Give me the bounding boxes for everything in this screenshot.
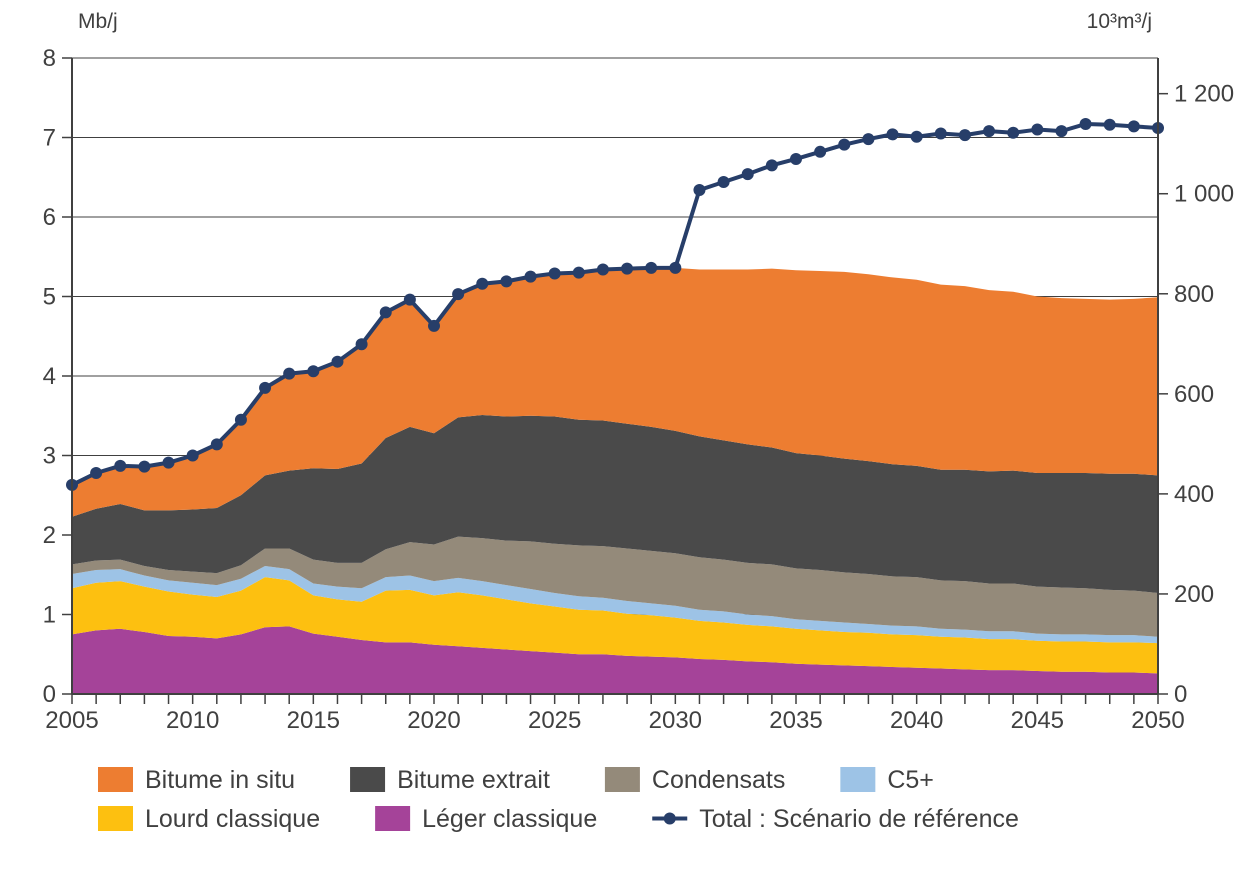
oil-production-chart: 2005201020152020202520302035204020452050… xyxy=(0,0,1236,872)
marker-total_reference xyxy=(742,168,754,180)
legend-swatch-bitume_extrait xyxy=(350,767,385,792)
y-right-tick-label: 400 xyxy=(1174,481,1214,508)
marker-total_reference xyxy=(163,457,175,469)
x-tick-label: 2015 xyxy=(287,707,340,734)
y-left-tick-label: 5 xyxy=(43,284,56,311)
marker-total_reference xyxy=(935,128,947,140)
marker-total_reference xyxy=(525,271,537,283)
marker-total_reference xyxy=(331,356,343,368)
y-left-tick-label: 3 xyxy=(43,443,56,470)
marker-total_reference xyxy=(766,159,778,171)
y-right-tick-label: 1 000 xyxy=(1174,181,1234,208)
x-tick-label: 2030 xyxy=(649,707,702,734)
legend-swatch-lourd_classique xyxy=(98,806,133,831)
x-tick-label: 2040 xyxy=(890,707,943,734)
marker-total_reference xyxy=(621,263,633,275)
marker-total_reference xyxy=(1104,119,1116,131)
x-tick-label: 2010 xyxy=(166,707,219,734)
marker-total_reference xyxy=(597,263,609,275)
legend-swatch-c5_plus xyxy=(840,767,875,792)
x-tick-label: 2045 xyxy=(1011,707,1064,734)
y-left-tick-label: 4 xyxy=(43,363,56,390)
marker-total_reference xyxy=(1055,125,1067,137)
marker-total_reference xyxy=(404,294,416,306)
marker-total_reference xyxy=(693,184,705,196)
y-right-tick-label: 600 xyxy=(1174,381,1214,408)
y-left-tick-label: 7 xyxy=(43,125,56,152)
y-left-tick-label: 6 xyxy=(43,204,56,231)
marker-total_reference xyxy=(573,267,585,279)
marker-total_reference xyxy=(211,438,223,450)
marker-total_reference xyxy=(718,176,730,188)
marker-total_reference xyxy=(90,467,102,479)
marker-total_reference xyxy=(1031,124,1043,136)
legend-label-lourd_classique: Lourd classique xyxy=(145,805,320,833)
marker-total_reference xyxy=(1007,127,1019,139)
marker-total_reference xyxy=(452,288,464,300)
legend-label-c5_plus: C5+ xyxy=(887,766,934,794)
x-tick-label: 2025 xyxy=(528,707,581,734)
y-left-tick-label: 1 xyxy=(43,602,56,629)
y-right-title-text: 10³m³/j xyxy=(1087,10,1152,33)
marker-total_reference xyxy=(911,131,923,143)
chart-svg: 2005201020152020202520302035204020452050… xyxy=(0,0,1236,872)
y-left-tick-label: 8 xyxy=(43,45,56,72)
marker-total_reference xyxy=(235,414,247,426)
legend-label-bitume_in_situ: Bitume in situ xyxy=(145,766,295,794)
marker-total_reference xyxy=(114,460,126,472)
legend-swatch-condensats xyxy=(605,767,640,792)
legend-swatch-leger_classique xyxy=(375,806,410,831)
marker-total_reference xyxy=(838,139,850,151)
marker-total_reference xyxy=(428,320,440,332)
x-tick-label: 2050 xyxy=(1131,707,1184,734)
y-left-title-text: Mb/j xyxy=(78,10,118,33)
y-left-tick-label: 0 xyxy=(43,681,56,708)
marker-total_reference xyxy=(887,128,899,140)
marker-total_reference xyxy=(138,461,150,473)
marker-total_reference xyxy=(814,146,826,158)
marker-total_reference xyxy=(476,278,488,290)
marker-total_reference xyxy=(790,153,802,165)
marker-total_reference xyxy=(959,129,971,141)
marker-total_reference xyxy=(1080,118,1092,130)
legend-label-bitume_extrait: Bitume extrait xyxy=(397,766,550,794)
marker-total_reference xyxy=(983,125,995,137)
marker-total_reference xyxy=(549,267,561,279)
marker-total_reference xyxy=(500,275,512,287)
marker-total_reference xyxy=(669,262,681,274)
marker-total_reference xyxy=(307,365,319,377)
marker-total_reference xyxy=(1128,120,1140,132)
marker-total_reference xyxy=(187,450,199,462)
y-right-tick-label: 0 xyxy=(1174,681,1187,708)
legend-label-leger_classique: Léger classique xyxy=(422,805,597,833)
marker-total_reference xyxy=(283,368,295,380)
x-tick-label: 2005 xyxy=(45,707,98,734)
x-tick-label: 2035 xyxy=(769,707,822,734)
marker-total_reference xyxy=(380,306,392,318)
marker-total_reference xyxy=(259,382,271,394)
marker-total_reference xyxy=(356,338,368,350)
y-right-tick-label: 200 xyxy=(1174,581,1214,608)
y-right-tick-label: 1 200 xyxy=(1174,81,1234,108)
legend-marker-total_reference xyxy=(664,813,676,825)
legend-label-condensats: Condensats xyxy=(652,766,785,794)
legend-swatch-bitume_in_situ xyxy=(98,767,133,792)
marker-total_reference xyxy=(862,133,874,145)
legend-label-total_reference: Total : Scénario de référence xyxy=(699,805,1019,833)
y-left-tick-label: 2 xyxy=(43,522,56,549)
x-tick-label: 2020 xyxy=(407,707,460,734)
marker-total_reference xyxy=(645,262,657,274)
y-right-tick-label: 800 xyxy=(1174,281,1214,308)
